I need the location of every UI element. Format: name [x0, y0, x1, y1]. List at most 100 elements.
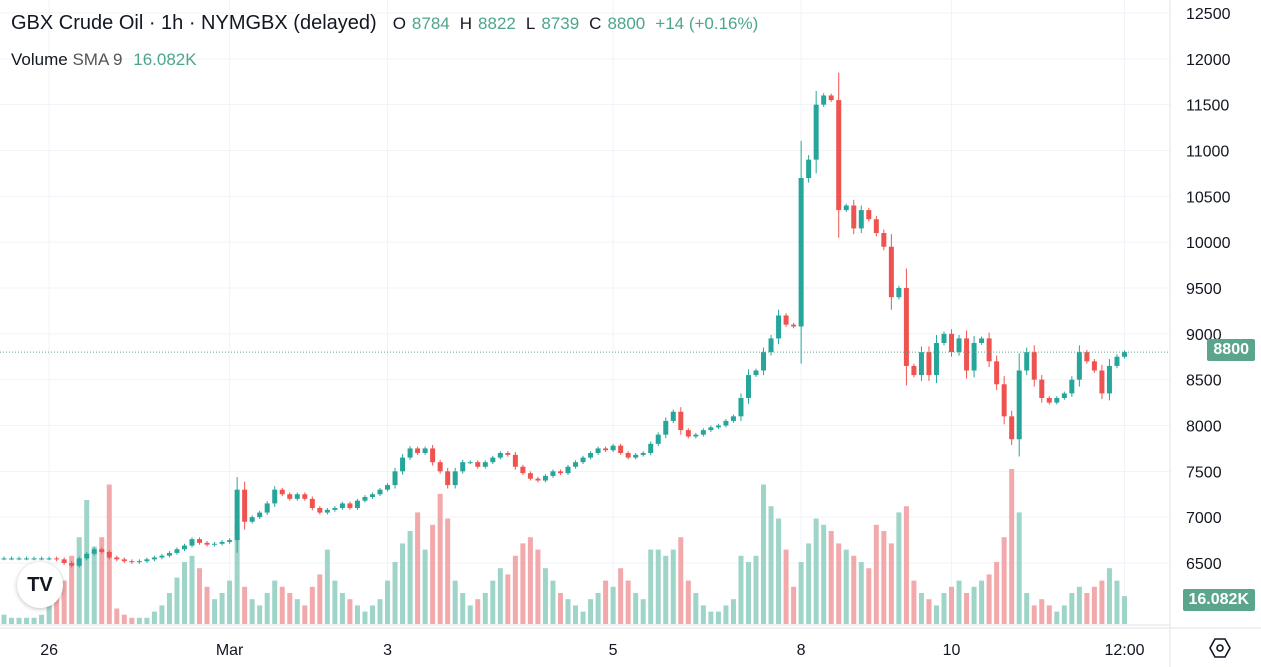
candle-body	[294, 494, 300, 499]
x-tick-label: 8	[797, 642, 806, 659]
candle-body	[603, 448, 609, 451]
volume-bar	[392, 562, 398, 624]
candle-body	[964, 338, 970, 371]
volume-bar	[76, 537, 82, 624]
volume-bar	[745, 562, 751, 624]
volume-bar	[903, 506, 909, 624]
volume-bar	[761, 484, 767, 624]
candle-body	[347, 503, 353, 508]
candle-body	[873, 219, 879, 233]
volume-bar	[1046, 605, 1052, 624]
candle-body	[542, 475, 548, 481]
volume-bar	[911, 580, 917, 624]
volume-bar	[189, 555, 195, 624]
volume-bar	[407, 531, 413, 624]
candle-body	[339, 503, 345, 508]
candle-body	[730, 416, 736, 421]
candle-body	[836, 100, 842, 211]
volume-bar	[663, 555, 669, 624]
volume-bar	[1091, 586, 1097, 624]
volume-bar	[655, 549, 661, 624]
volume-bar	[768, 506, 774, 624]
candle-body	[287, 494, 293, 499]
candle-body	[392, 471, 398, 486]
volume-bar	[415, 512, 421, 624]
candle-body	[460, 462, 466, 472]
volume-bar	[979, 580, 985, 624]
candle-body	[821, 95, 827, 105]
volume-legend[interactable]: Volume SMA 9 16.082K	[11, 50, 197, 70]
candle-body	[1046, 398, 1052, 403]
volume-bar	[783, 549, 789, 624]
volume-bar	[881, 531, 887, 624]
candle-body	[550, 471, 556, 476]
candle-body	[467, 462, 473, 464]
candle-body	[39, 558, 45, 560]
volume-bar	[580, 611, 586, 624]
candle-body	[610, 445, 616, 451]
volume-bar	[354, 605, 360, 624]
x-tick-label: 3	[383, 642, 392, 659]
candle-body	[1099, 370, 1105, 394]
candle-body	[437, 462, 443, 472]
volume-bar	[753, 555, 759, 624]
candle-body	[678, 411, 684, 431]
candle-body	[595, 448, 601, 453]
volume-bar	[685, 580, 691, 624]
volume-bar	[1106, 568, 1112, 624]
volume-bar	[648, 549, 654, 624]
candle-body	[332, 508, 338, 510]
volume-bar	[512, 555, 518, 624]
candle-body	[497, 453, 503, 458]
candle-body	[482, 462, 488, 467]
candle-body	[979, 338, 985, 343]
candle-body	[1054, 398, 1060, 403]
x-tick-label: 12:00	[1104, 642, 1144, 659]
candle-body	[84, 553, 90, 559]
candle-body	[407, 448, 413, 458]
volume-bar	[302, 605, 308, 624]
volume-bar	[212, 599, 218, 624]
candle-body	[16, 558, 22, 560]
y-tick-label: 12500	[1186, 6, 1231, 23]
candle-body	[806, 159, 812, 178]
candle-body	[941, 333, 947, 343]
volume-bar	[873, 524, 879, 624]
volume-bar	[69, 555, 75, 624]
candle-body	[693, 434, 699, 437]
volume-bar	[1054, 611, 1060, 624]
volume-bar	[181, 562, 187, 624]
volume-bar	[1024, 593, 1030, 624]
volume-bar	[836, 543, 842, 624]
volume-bar	[738, 555, 744, 624]
volume-bar	[151, 611, 157, 624]
candle-body	[685, 430, 691, 437]
candle-body	[798, 178, 804, 327]
volume-bar	[791, 586, 797, 624]
candle-body	[851, 205, 857, 229]
candle-body	[1031, 352, 1037, 380]
symbol-title[interactable]: GBX Crude Oil · 1h · NYMGBX (delayed)	[11, 12, 377, 34]
volume-bar	[557, 593, 563, 624]
hexagon-settings-icon[interactable]	[1208, 636, 1232, 660]
volume-bar	[362, 611, 368, 624]
open-label: O	[392, 14, 406, 33]
candle-body	[362, 497, 368, 501]
candle-body	[242, 489, 248, 522]
volume-bar	[272, 580, 278, 624]
volume-bar	[888, 543, 894, 624]
volume-bar	[971, 586, 977, 624]
candle-body	[46, 558, 52, 560]
logo-text: TV	[27, 573, 53, 596]
candle-body	[971, 343, 977, 371]
volume-bar	[91, 546, 97, 624]
candle-body	[144, 559, 150, 562]
candle-body	[663, 420, 669, 435]
volume-bar	[61, 580, 67, 624]
candle-body	[212, 543, 218, 545]
tradingview-logo[interactable]: TV	[17, 562, 63, 608]
open-value: 8784	[411, 14, 450, 33]
volume-bar	[294, 599, 300, 624]
